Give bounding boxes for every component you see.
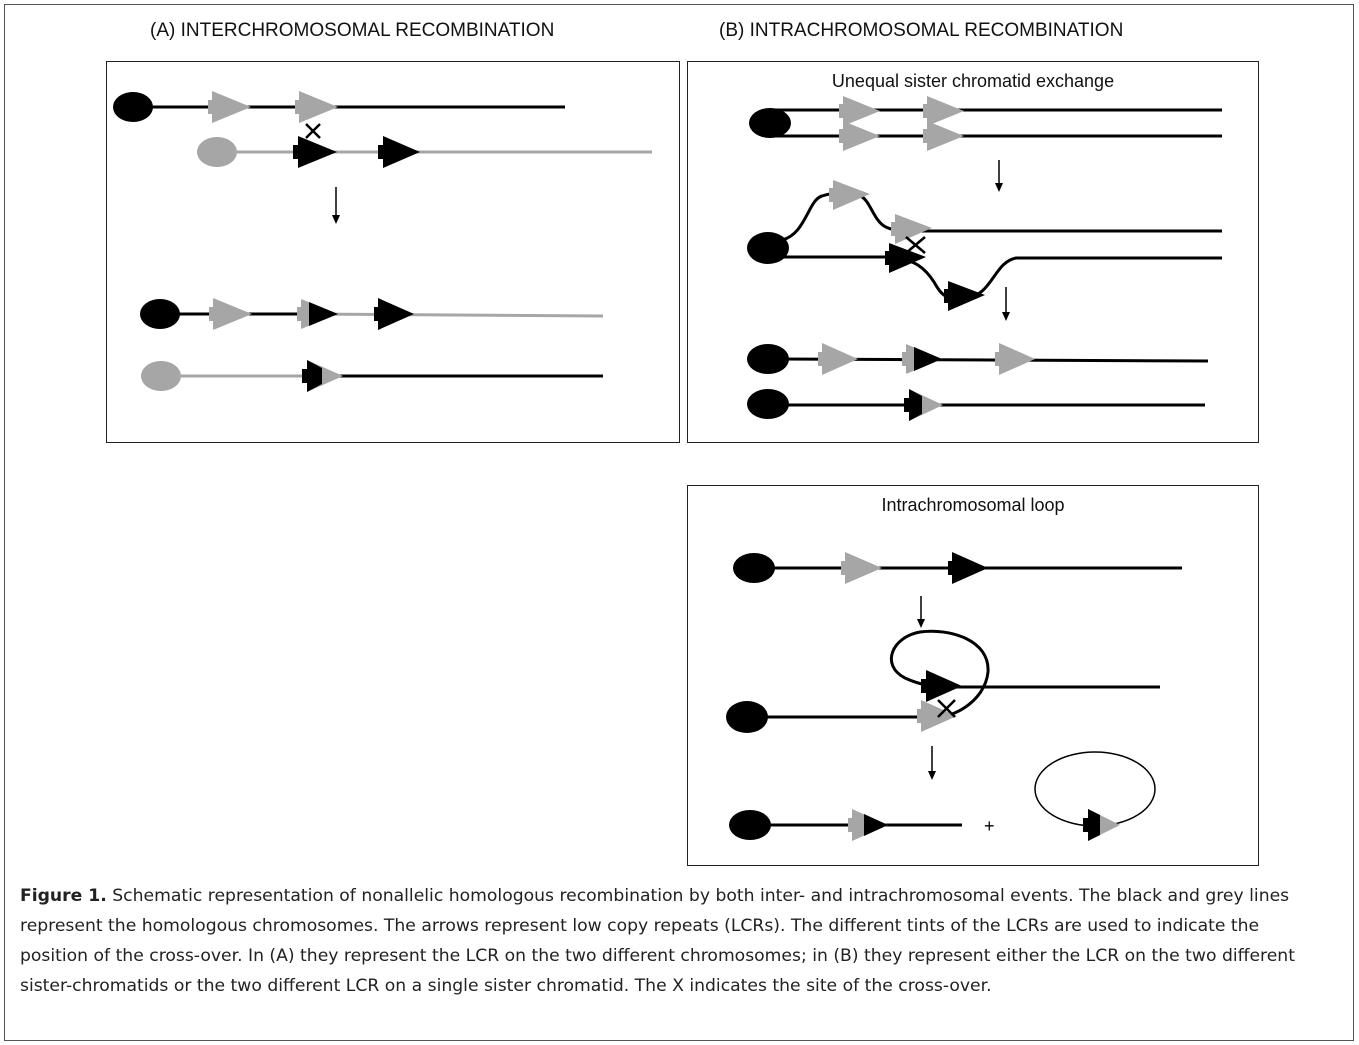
figure-caption: Figure 1. Schematic representation of no… bbox=[20, 881, 1330, 1001]
panel-b-misaligned-chromatids bbox=[747, 180, 1222, 311]
panel-a-before-black-chromosome bbox=[113, 91, 565, 123]
plus-sign: + bbox=[984, 816, 995, 836]
caption-text: Schematic representation of nonallelic h… bbox=[20, 886, 1295, 996]
panel-a-crossover-x bbox=[305, 123, 321, 139]
panel-b-sister-chromatids-before bbox=[749, 96, 1222, 151]
panel-b-heading: (B) INTRACHROMOSOMAL RECOMBINATION bbox=[719, 20, 1124, 41]
panel-b-down-arrow-1 bbox=[995, 160, 1003, 192]
loop-down-arrow-1 bbox=[917, 596, 925, 628]
caption-label: Figure 1. bbox=[20, 886, 107, 906]
panel-a-after-chromosome-1 bbox=[140, 298, 604, 330]
panel-a-down-arrow bbox=[332, 187, 340, 224]
panel-b-down-arrow-2 bbox=[1002, 287, 1010, 321]
panel-a-before-grey-chromosome bbox=[197, 136, 652, 168]
loop-folded-chromosome bbox=[726, 629, 1160, 733]
loop-down-arrow-2 bbox=[928, 746, 936, 780]
loop-product-circle bbox=[1034, 751, 1156, 841]
intrachromosomal-loop-label: Intrachromosomal loop bbox=[881, 495, 1065, 515]
panel-a-heading: (A) INTERCHROMOSOMAL RECOMBINATION bbox=[150, 20, 555, 41]
unequal-exchange-label: Unequal sister chromatid exchange bbox=[831, 71, 1115, 91]
panel-b-intrachromosomal-loop bbox=[687, 485, 1259, 866]
panel-b-product-chromatid-1 bbox=[747, 343, 1209, 375]
panel-a-after-chromosome-2 bbox=[141, 360, 603, 392]
panel-a-interchromosomal bbox=[106, 61, 680, 443]
loop-product-linear bbox=[729, 809, 962, 841]
loop-before-chromosome bbox=[733, 552, 1182, 584]
panel-b-product-chromatid-2 bbox=[747, 389, 1205, 421]
